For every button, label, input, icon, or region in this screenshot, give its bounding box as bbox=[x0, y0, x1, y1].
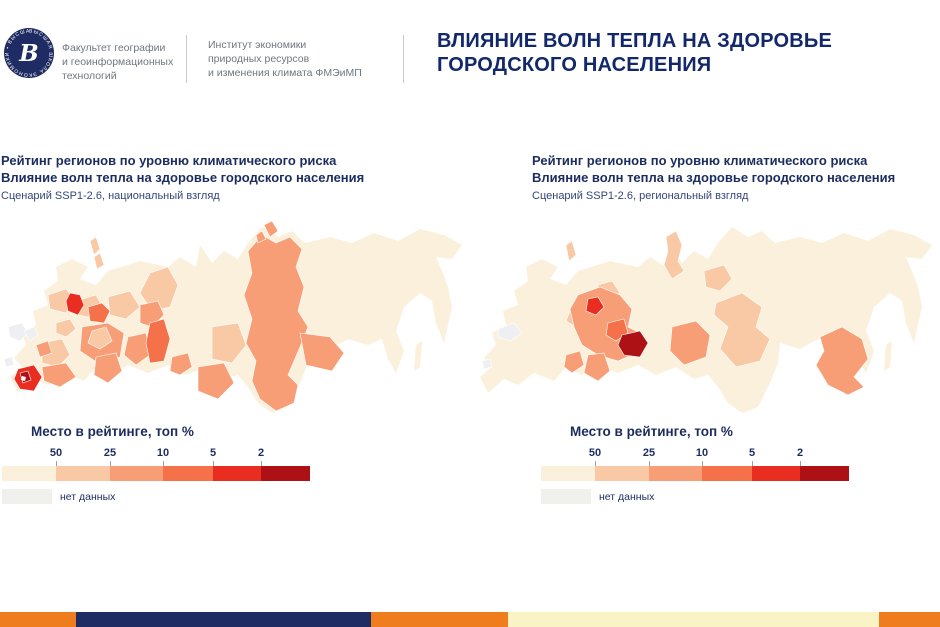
tick-mark bbox=[163, 461, 164, 467]
slide-title-line: ГОРОДСКОГО НАСЕЛЕНИЯ bbox=[437, 54, 712, 76]
legend-seg-5 bbox=[752, 466, 800, 481]
slide-title: ВЛИЯНИЕ ВОЛН ТЕПЛА НА ЗДОРОВЬЕ ГОРОДСКОГ… bbox=[437, 29, 832, 77]
tick-label: 5 bbox=[748, 447, 756, 459]
tick-label: 50 bbox=[588, 447, 602, 459]
tick-label: 10 bbox=[695, 447, 709, 459]
tick-mark bbox=[213, 461, 214, 467]
right-map-title: Рейтинг регионов по уровню климатическог… bbox=[532, 153, 895, 186]
institute-line: Институт экономики bbox=[208, 39, 307, 51]
institute-line: природных ресурсов bbox=[208, 53, 310, 65]
footer-stripe-orange bbox=[371, 612, 508, 627]
faculty-name: Факультет географии и геоинформационных … bbox=[62, 41, 173, 83]
institute-name: Институт экономики природных ресурсов и … bbox=[208, 38, 362, 80]
faculty-line: и геоинформационных bbox=[62, 56, 174, 68]
right-map-subtitle: Сценарий SSP1-2.6, региональный взгляд bbox=[532, 190, 749, 202]
tick-label: 2 bbox=[257, 447, 265, 459]
legend-seg-25 bbox=[110, 466, 163, 481]
header-divider bbox=[186, 35, 187, 83]
right-map-title-line: Рейтинг регионов по уровню климатическог… bbox=[532, 153, 868, 168]
header-divider bbox=[403, 35, 404, 83]
legend-colorbar-left bbox=[2, 466, 310, 481]
choropleth-map-national bbox=[3, 220, 462, 413]
tick-label: 10 bbox=[156, 447, 170, 459]
institute-line: и изменения климата ФМЭиМП bbox=[208, 67, 362, 79]
tick-mark bbox=[595, 461, 596, 467]
legend-title-left: Место в рейтинге, топ % bbox=[31, 424, 194, 439]
hse-logo: ВЫСШАЯ ШКОЛА ЭКОНОМИКИ • ВЫСШАЯ ШКОЛА ЭК… bbox=[3, 27, 54, 78]
legend-seg-gt50 bbox=[541, 466, 595, 481]
legend-ticks-right: 50 25 10 5 2 bbox=[541, 447, 849, 467]
right-map-title-line: Влияние волн тепла на здоровье городског… bbox=[532, 169, 896, 185]
legend-ticks-left: 50 25 10 5 2 bbox=[2, 447, 310, 467]
left-map-title-line: Влияние волн тепла на здоровье городског… bbox=[1, 169, 365, 185]
tick-label: 50 bbox=[49, 447, 63, 459]
tick-mark bbox=[649, 461, 650, 467]
legend-seg-10 bbox=[702, 466, 752, 481]
footer-stripe-cream bbox=[508, 612, 879, 627]
legend-seg-10 bbox=[163, 466, 213, 481]
choropleth-map-regional bbox=[480, 227, 932, 413]
no-data-swatch-left bbox=[2, 489, 52, 504]
faculty-line: Факультет географии bbox=[62, 42, 166, 54]
tick-label: 25 bbox=[642, 447, 656, 459]
slide-title-line: ВЛИЯНИЕ ВОЛН ТЕПЛА НА ЗДОРОВЬЕ bbox=[437, 30, 833, 52]
left-map-title: Рейтинг регионов по уровню климатическог… bbox=[1, 153, 364, 186]
legend-seg-gt50 bbox=[2, 466, 56, 481]
tick-label: 5 bbox=[209, 447, 217, 459]
legend-seg-5 bbox=[213, 466, 261, 481]
no-data-swatch-right bbox=[541, 489, 591, 504]
legend-seg-25 bbox=[649, 466, 702, 481]
footer-stripe-orange bbox=[0, 612, 76, 627]
tick-mark bbox=[800, 461, 801, 467]
tick-mark bbox=[261, 461, 262, 467]
faculty-line: технологий bbox=[62, 70, 117, 82]
tick-mark bbox=[702, 461, 703, 467]
tick-label: 25 bbox=[103, 447, 117, 459]
footer-stripe-orange bbox=[879, 612, 940, 627]
legend-seg-50 bbox=[595, 466, 649, 481]
tick-mark bbox=[752, 461, 753, 467]
tick-mark bbox=[110, 461, 111, 467]
left-map-subtitle: Сценарий SSP1-2.6, национальный взгляд bbox=[1, 190, 220, 202]
tick-mark bbox=[56, 461, 57, 467]
legend-title-right: Место в рейтинге, топ % bbox=[570, 424, 733, 439]
no-data-label-left: нет данных bbox=[60, 491, 116, 503]
footer-stripe-navy bbox=[76, 612, 371, 627]
left-map-title-line: Рейтинг регионов по уровню климатическог… bbox=[1, 153, 337, 168]
logo-glyph: В bbox=[18, 40, 38, 67]
footer-stripe bbox=[0, 612, 940, 627]
legend-seg-2 bbox=[800, 466, 849, 481]
legend-seg-2 bbox=[261, 466, 310, 481]
tick-label: 2 bbox=[796, 447, 804, 459]
legend-seg-50 bbox=[56, 466, 110, 481]
legend-colorbar-right bbox=[541, 466, 849, 481]
no-data-label-right: нет данных bbox=[599, 491, 655, 503]
